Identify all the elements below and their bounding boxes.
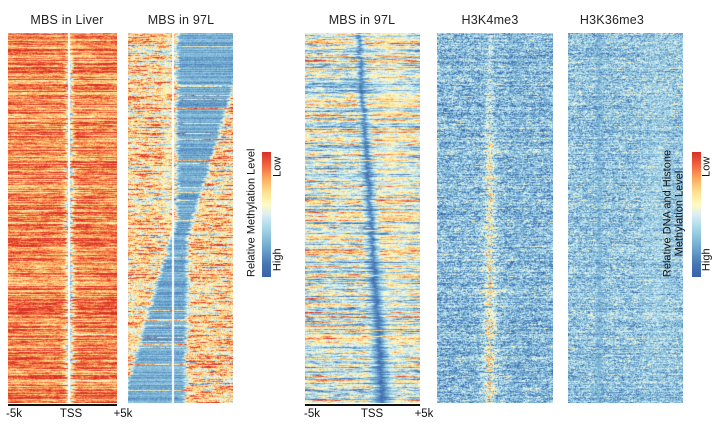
colorbar-right-label-line2: Methylation Level (673, 170, 685, 257)
colorbar-left-gradient (262, 152, 271, 277)
heatmap-h3k4me3-canvas (437, 33, 553, 403)
heatmap-mbs-97l-left-canvas (128, 33, 233, 403)
heatmap-h3k36me3-canvas (568, 33, 683, 403)
heatmap-title-mbs-liver: MBS in Liver (30, 13, 104, 27)
colorbar-right-low-label: Low (700, 156, 713, 177)
axis-line-right (305, 404, 420, 406)
heatmap-title-mbs-97l-right: MBS in 97L (328, 13, 396, 27)
heatmap-title-h3k36me3: H3K36me3 (579, 13, 645, 27)
colorbar-left-high-label: High (271, 248, 284, 272)
heatmap-title-h3k4me3: H3K4me3 (461, 13, 519, 27)
colorbar-right-label: Relative DNA and Histone Methylation Lev… (661, 134, 686, 294)
heatmap-title-mbs-97l-left: MBS in 97L (147, 13, 215, 27)
colorbar-right-label-line1: Relative DNA and Histone (661, 149, 674, 278)
colorbar-right-gradient (692, 152, 701, 277)
heatmap-mbs-97l-right-canvas (305, 33, 420, 403)
axis-tick-left-tss: TSS (59, 408, 83, 420)
axis-tick-left-minus5k: -5k (6, 408, 22, 420)
axis-line-left (8, 404, 117, 406)
axis-tick-left-plus5k: +5k (113, 408, 133, 420)
colorbar-left-low-label: Low (271, 156, 284, 177)
colorbar-right-high-label: High (700, 248, 713, 272)
heatmap-mbs-liver-canvas (8, 33, 117, 403)
colorbar-left-label: Relative Methylation Level (245, 148, 258, 277)
axis-tick-right-plus5k: +5k (414, 408, 434, 420)
axis-tick-right-minus5k: -5k (304, 408, 320, 420)
axis-tick-right-tss: TSS (360, 408, 384, 420)
